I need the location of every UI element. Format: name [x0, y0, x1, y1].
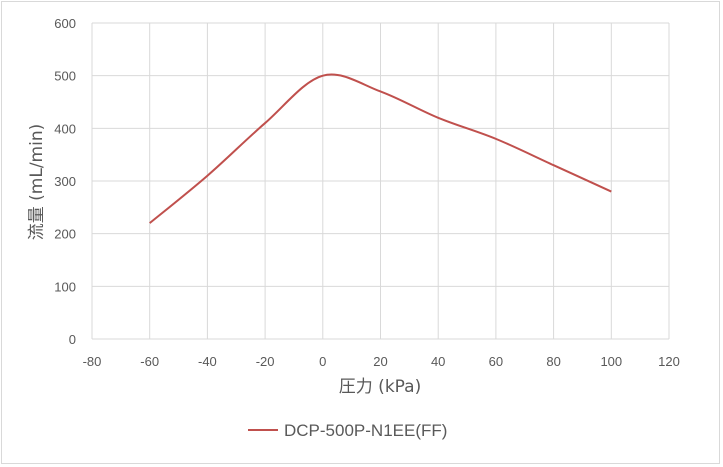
x-tick-label: 100 [600, 354, 622, 369]
y-tick-label: 100 [54, 279, 76, 294]
x-tick-label: 60 [489, 354, 503, 369]
x-tick-label: 80 [546, 354, 560, 369]
legend: DCP-500P-N1EE(FF) [248, 421, 447, 440]
x-tick-label: -60 [140, 354, 159, 369]
y-axis-title: 流量 (mL/min) [27, 124, 47, 241]
x-tick-label: -20 [256, 354, 275, 369]
y-tick-label: 300 [54, 174, 76, 189]
legend-label: DCP-500P-N1EE(FF) [284, 421, 447, 440]
x-tick-label: 20 [373, 354, 387, 369]
x-tick-label: 120 [658, 354, 680, 369]
x-axis-title: 圧力 (kPa) [339, 377, 421, 397]
x-axis-ticks: -80 -60 -40 -20 0 20 40 60 80 100 120 [83, 354, 680, 369]
y-tick-label: 0 [69, 332, 76, 347]
y-tick-label: 400 [54, 121, 76, 136]
series-layer [149, 73, 612, 224]
x-tick-label: 0 [319, 354, 326, 369]
y-tick-label: 200 [54, 227, 76, 242]
y-tick-label: 500 [54, 69, 76, 84]
gridlines [91, 22, 670, 340]
x-tick-label: -80 [83, 354, 102, 369]
y-tick-label: 600 [54, 16, 76, 31]
x-tick-label: 40 [431, 354, 445, 369]
x-tick-label: -40 [198, 354, 217, 369]
y-axis-ticks: 0 100 200 300 400 500 600 [54, 16, 76, 347]
series-line [149, 73, 612, 224]
